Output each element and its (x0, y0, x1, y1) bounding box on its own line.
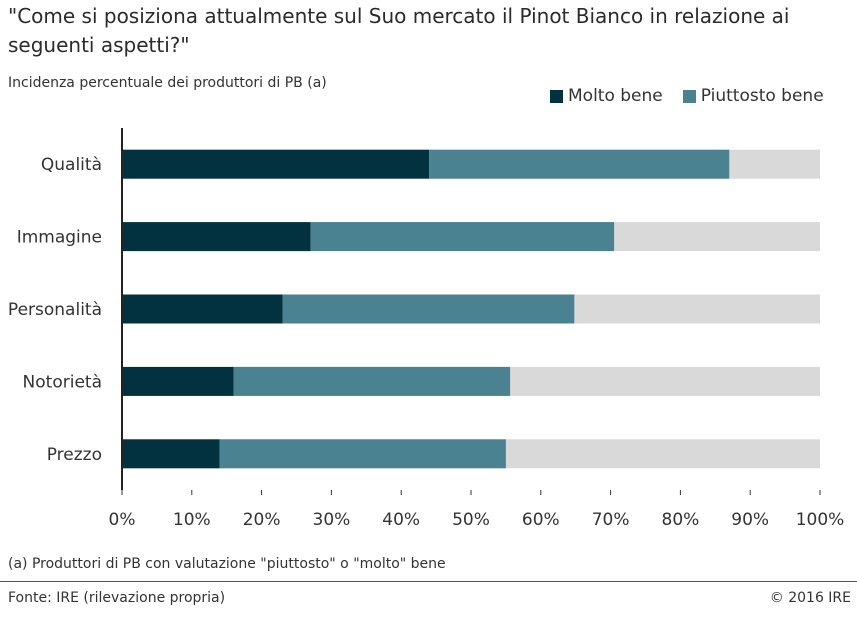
category-label-1: Immagine (17, 228, 102, 248)
footer-divider (0, 581, 857, 582)
legend-item-piuttosto-bene: Piuttosto bene (682, 86, 824, 106)
x-tick-label-10: 100% (796, 510, 845, 530)
chart-subtitle: Incidenza percentuale dei produttori di … (8, 75, 327, 91)
bar-piuttosto-bene-0 (429, 149, 730, 179)
x-tick-label-1: 10% (173, 510, 211, 530)
legend-label-molto-bene: Molto bene (568, 86, 663, 106)
x-tick-label-3: 30% (313, 510, 351, 530)
legend-item-molto-bene: Molto bene (550, 86, 663, 106)
x-tick-label-6: 60% (522, 510, 560, 530)
bar-piuttosto-bene-3 (233, 366, 511, 396)
category-label-2: Personalità (8, 300, 102, 320)
x-tick-label-9: 90% (731, 510, 769, 530)
chart-title: "Come si posiziona attualmente sul Suo m… (8, 4, 790, 57)
x-tick-label-2: 20% (243, 510, 281, 530)
bar-molto-bene-4 (122, 439, 220, 469)
x-tick-label-5: 50% (452, 510, 490, 530)
legend-swatch-molto-bene (550, 89, 563, 103)
bar-piuttosto-bene-2 (282, 294, 575, 324)
bar-piuttosto-bene-1 (310, 222, 615, 252)
bar-molto-bene-3 (122, 366, 234, 396)
category-label-0: Qualità (41, 155, 102, 175)
legend-label-piuttosto-bene: Piuttosto bene (700, 86, 824, 106)
bar-molto-bene-2 (122, 294, 283, 324)
bar-molto-bene-0 (122, 149, 430, 179)
source-note: Fonte: IRE (rilevazione propria) (8, 590, 226, 606)
x-tick-label-0: 0% (109, 510, 136, 530)
footnote: (a) Produttori di PB con valutazione "pi… (8, 556, 446, 572)
copyright: © 2016 IRE (769, 590, 851, 606)
x-tick-label-4: 40% (382, 510, 420, 530)
legend: Molto bene Piuttosto bene (550, 86, 824, 106)
x-tick-label-8: 80% (662, 510, 700, 530)
legend-swatch-piuttosto-bene (682, 89, 696, 103)
bar-piuttosto-bene-4 (219, 439, 506, 469)
category-label-4: Prezzo (47, 445, 102, 465)
category-label-3: Notorietà (23, 372, 102, 392)
bar-molto-bene-1 (122, 222, 311, 252)
x-tick-label-7: 70% (592, 510, 630, 530)
